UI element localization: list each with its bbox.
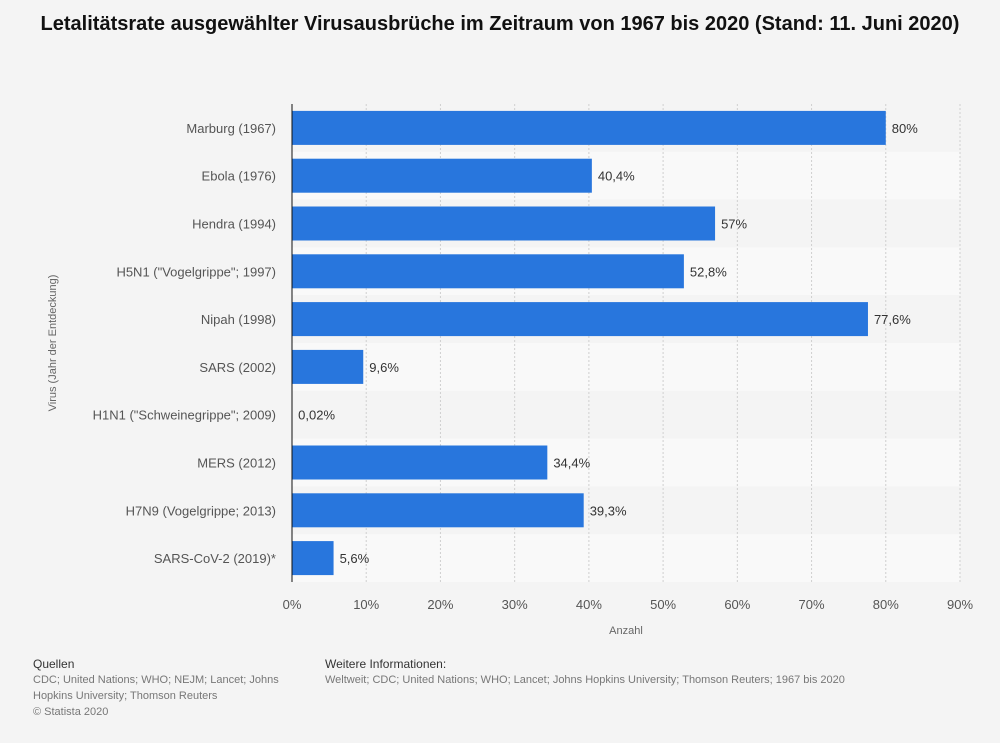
info-text: Weltweit; CDC; United Nations; WHO; Lanc… [325, 674, 845, 686]
copyright: © Statista 2020 [33, 706, 109, 718]
x-tick-label: 50% [650, 597, 676, 612]
x-tick-label: 10% [353, 597, 379, 612]
category-label: H7N9 (Vogelgrippe; 2013) [126, 503, 276, 518]
x-tick-label: 60% [724, 597, 750, 612]
bar [292, 493, 584, 528]
data-label: 52,8% [690, 264, 727, 279]
x-axis-label: Anzahl [609, 625, 643, 637]
x-tick-label: 80% [873, 597, 899, 612]
category-label: H5N1 ("Vogelgrippe"; 1997) [116, 264, 276, 279]
info-block: Weitere Informationen: Weltweit; CDC; Un… [325, 656, 965, 688]
bar [292, 349, 364, 384]
bar [292, 445, 548, 480]
x-tick-label: 30% [502, 597, 528, 612]
row-band [292, 343, 960, 391]
data-label: 80% [892, 121, 918, 136]
x-tick-labels: 0% 10% 20% 30% 40% 50% 60% 70% 80% 90% [283, 597, 974, 612]
sources-text: CDC; United Nations; WHO; NEJM; Lancet; … [33, 674, 279, 702]
bar [292, 541, 334, 576]
data-label: 39,3% [590, 503, 627, 518]
bar [292, 254, 684, 289]
category-label: MERS (2012) [197, 456, 276, 471]
bar [292, 110, 886, 145]
x-tick-label: 20% [427, 597, 453, 612]
info-heading: Weitere Informationen: [325, 657, 447, 671]
x-tick-label: 40% [576, 597, 602, 612]
category-label: Marburg (1967) [186, 121, 276, 136]
x-tick-label: 70% [799, 597, 825, 612]
category-label: Hendra (1994) [192, 217, 276, 232]
data-label: 5,6% [340, 551, 370, 566]
category-label: SARS-CoV-2 (2019)* [154, 551, 276, 566]
data-labels: 80% 40,4% 57% 52,8% 77,6% 9,6% 0,02% 34,4% 39,3%… [298, 121, 918, 566]
data-label: 0,02% [298, 408, 335, 423]
category-label: Ebola (1976) [202, 169, 276, 184]
bar [292, 158, 592, 193]
bar [292, 206, 716, 241]
chart-title: Letalitätsrate ausgewählter Virusausbrüc… [40, 13, 960, 35]
x-tick-label: 0% [283, 597, 302, 612]
data-label: 34,4% [553, 456, 590, 471]
category-labels: Marburg (1967) Ebola (1976) Hendra (1994) H… [93, 121, 276, 566]
data-label: 77,6% [874, 312, 911, 327]
data-label: 40,4% [598, 169, 635, 184]
sources-block: Quellen CDC; United Nations; WHO; NEJM; … [33, 656, 313, 720]
category-label: Nipah (1998) [201, 312, 276, 327]
x-tick-label: 90% [947, 597, 973, 612]
row-band [292, 534, 960, 582]
data-label: 57% [721, 217, 747, 232]
sources-heading: Quellen [33, 657, 75, 671]
y-axis-label: Virus (Jahr der Entdeckung) [47, 275, 59, 412]
data-label: 9,6% [369, 360, 399, 375]
bars [292, 110, 886, 576]
category-label: H1N1 ("Schweinegrippe"; 2009) [93, 408, 276, 423]
row-band [292, 390, 960, 439]
bar [292, 302, 868, 337]
category-label: SARS (2002) [199, 360, 276, 375]
